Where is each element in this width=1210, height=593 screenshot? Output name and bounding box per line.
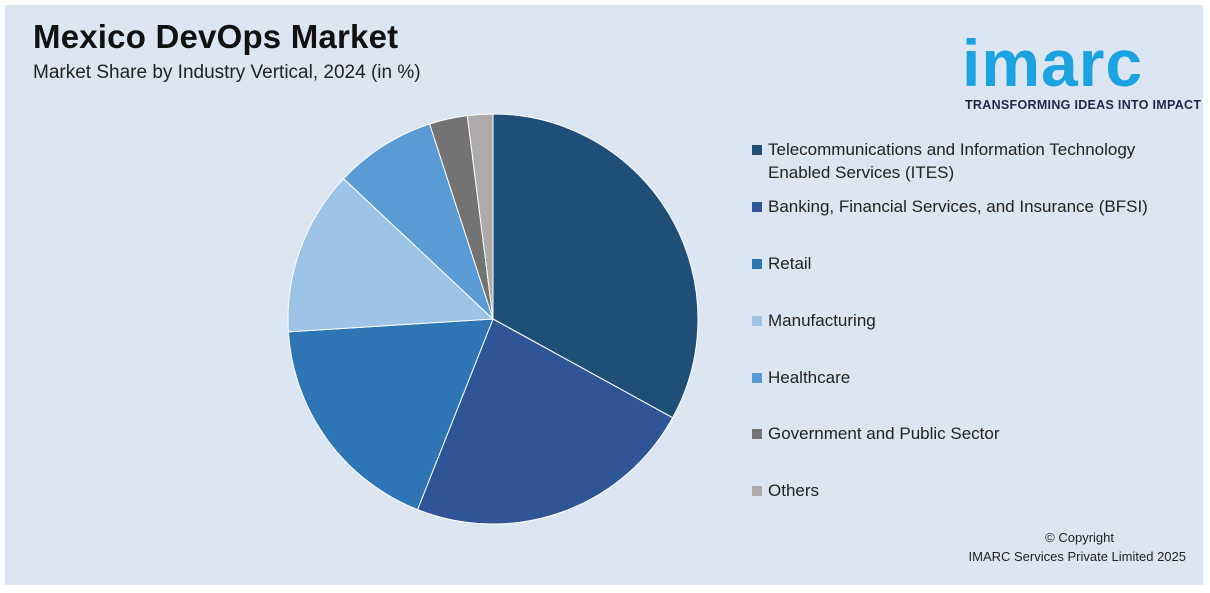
legend-item-6: Others [752,479,819,502]
legend-swatch-0 [752,145,762,155]
pie-slice-1 [416,318,674,525]
legend-swatch-4 [752,373,762,383]
legend-label-3: Manufacturing [768,311,876,330]
legend-item-1: Banking, Financial Services, and Insuran… [752,195,1148,218]
legend-label-1: Banking, Financial Services, and Insuran… [768,197,1148,216]
legend-swatch-6 [752,486,762,496]
chart-title: Mexico DevOps Market [33,18,399,55]
legend-label-4: Healthcare [768,368,851,387]
legend-label-2: Retail [768,254,812,273]
copyright-notice: © Copyright IMARC Services Private Limit… [886,528,1186,566]
pie-slice-4 [342,123,494,320]
legend-label-5: Government and Public Sector [768,424,1000,443]
legend-item-2: Retail [752,252,811,275]
logo-tagline: TRANSFORMING IDEAS INTO IMPACT [965,98,1202,112]
legend-swatch-1 [752,202,762,212]
legend-label-0-line-0: Telecommunications and Information Techn… [768,140,1136,159]
legend-swatch-2 [752,259,762,269]
legend-item-5: Government and Public Sector [752,422,1000,445]
legend-label-6: Others [768,481,820,500]
pie-slice-3 [287,177,495,333]
pie-slice-2 [287,318,494,511]
legend-item-4: Healthcare [752,366,850,389]
imarc-logo: imarc TRANSFORMING IDEAS INTO IMPACT [962,16,1201,116]
legend-label-0-line-1: Enabled Services (ITES) [768,163,955,182]
legend-swatch-5 [752,429,762,439]
chart-subtitle: Market Share by Industry Vertical, 2024 … [33,62,421,83]
pie-slice-0 [492,113,699,419]
legend-swatch-3 [752,316,762,326]
legend-item-0: Telecommunications and Information Techn… [752,138,1135,184]
legend-item-3: Manufacturing [752,309,876,332]
copyright-line-1: © Copyright [1045,530,1114,545]
copyright-line-2: IMARC Services Private Limited 2025 [968,549,1186,564]
pie-slice-6 [466,113,494,320]
logo-wordmark: imarc [962,26,1144,100]
